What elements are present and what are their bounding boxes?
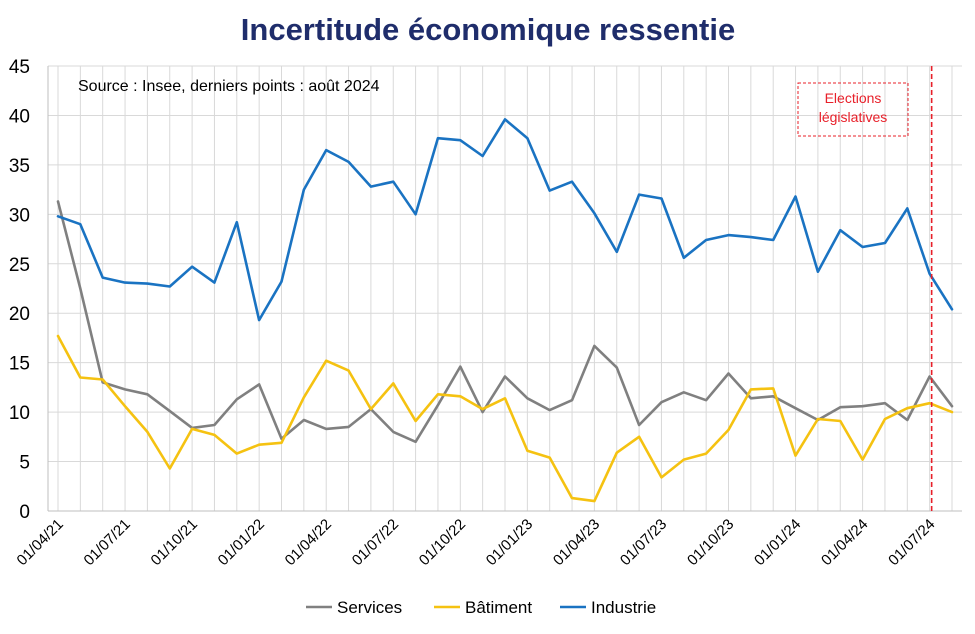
legend: Services Bâtiment Industrie bbox=[306, 598, 656, 617]
x-tick-label: 01/04/22 bbox=[282, 516, 335, 569]
x-tick-label: 01/10/23 bbox=[684, 516, 737, 569]
x-tick-label: 01/04/24 bbox=[818, 516, 871, 569]
y-tick-label: 40 bbox=[9, 106, 30, 127]
election-annotation-line1: Elections bbox=[825, 90, 882, 106]
x-tick-label: 01/01/22 bbox=[215, 516, 268, 569]
x-tick-label: 01/10/21 bbox=[148, 516, 201, 569]
legend-label-b-timent: Bâtiment bbox=[465, 598, 532, 617]
y-tick-label: 10 bbox=[9, 403, 30, 424]
x-axis-ticks: 01/04/21 01/07/21 01/10/21 01/01/22 01/04/22… bbox=[14, 516, 939, 569]
x-tick-label: 01/01/23 bbox=[483, 516, 536, 569]
gridlines bbox=[47, 65, 962, 512]
y-tick-label: 15 bbox=[9, 354, 30, 375]
series-line-services bbox=[56, 200, 954, 444]
election-annotation-box bbox=[797, 82, 909, 137]
x-tick-label: 01/04/21 bbox=[14, 516, 67, 569]
x-tick-label: 01/07/23 bbox=[617, 516, 670, 569]
x-tick-label: 01/10/22 bbox=[416, 516, 469, 569]
y-tick-label: 20 bbox=[9, 304, 30, 325]
x-tick-label: 01/07/21 bbox=[81, 516, 134, 569]
legend-label-services: Services bbox=[337, 598, 402, 617]
x-tick-label: 01/07/24 bbox=[885, 516, 938, 569]
y-tick-label: 30 bbox=[9, 205, 30, 226]
x-tick-label: 01/04/23 bbox=[550, 516, 603, 569]
series-line-b-timent bbox=[56, 334, 954, 503]
election-annotation-line2: législatives bbox=[819, 109, 887, 125]
y-tick-label: 45 bbox=[9, 57, 30, 78]
y-axis-ticks: 0 5 10 15 20 25 30 35 40 45 bbox=[9, 57, 30, 523]
series-lines bbox=[56, 118, 954, 503]
y-tick-label: 35 bbox=[9, 156, 30, 177]
series-line-industrie bbox=[56, 118, 954, 322]
legend-label-industrie: Industrie bbox=[591, 598, 656, 617]
x-tick-label: 01/01/24 bbox=[751, 516, 804, 569]
x-tick-label: 01/07/22 bbox=[349, 516, 402, 569]
source-note: Source : Insee, derniers points : août 2… bbox=[78, 78, 380, 95]
y-tick-label: 5 bbox=[19, 453, 30, 474]
y-tick-label: 25 bbox=[9, 255, 30, 276]
chart-title: Incertitude économique ressentie bbox=[241, 12, 735, 47]
y-tick-label: 0 bbox=[19, 502, 30, 523]
